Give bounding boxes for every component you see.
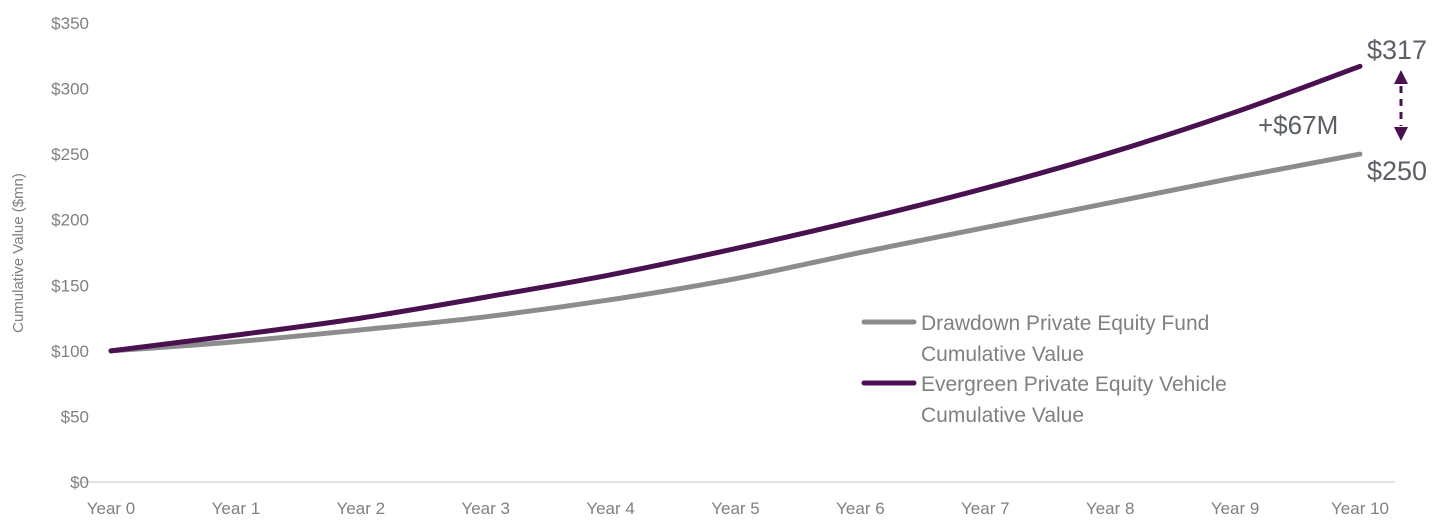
difference-arrow-down-head (1394, 127, 1408, 141)
y-tick-label: $150 (51, 276, 89, 295)
legend-label: Cumulative Value (921, 343, 1084, 366)
x-tick-label: Year 7 (961, 499, 1010, 518)
x-tick-label: Year 10 (1331, 499, 1389, 518)
difference-label: +$67M (1258, 110, 1338, 140)
evergreen-series-line (108, 63, 1363, 354)
y-tick-label: $250 (51, 145, 89, 164)
difference-arrow-up-head (1394, 70, 1408, 84)
drawdown-series-line (108, 151, 1363, 354)
legend-label: Evergreen Private Equity Vehicle (921, 373, 1227, 396)
x-tick-label: Year 8 (1086, 499, 1135, 518)
legend-label: Cumulative Value (921, 404, 1084, 427)
legend: Drawdown Private Equity Fund Cumulative V… (861, 312, 1227, 427)
drawdown-end-value-label: $250 (1367, 156, 1427, 186)
x-tick-label: Year 2 (337, 499, 386, 518)
y-tick-label: $300 (51, 80, 89, 99)
x-axis-tick-labels: Year 0 Year 1 Year 2 Year 3 Year 4 Year 5 Year… (87, 499, 1389, 518)
legend-item-drawdown: Drawdown Private Equity Fund Cumulative V… (861, 312, 1209, 366)
legend-label: Drawdown Private Equity Fund (921, 312, 1209, 335)
series-lines (108, 63, 1363, 354)
x-tick-label: Year 3 (461, 499, 510, 518)
x-tick-label: Year 5 (711, 499, 760, 518)
x-tick-label: Year 0 (87, 499, 136, 518)
legend-item-evergreen: Evergreen Private Equity Vehicle Cumulati… (861, 373, 1227, 427)
annotations: $317 $250 +$67M (1258, 35, 1427, 186)
evergreen-end-value-label: $317 (1367, 35, 1427, 65)
y-tick-label: $50 (61, 407, 89, 426)
x-tick-label: Year 1 (212, 499, 261, 518)
y-tick-label: $350 (51, 14, 89, 33)
y-tick-label: $200 (51, 211, 89, 230)
x-tick-label: Year 6 (836, 499, 885, 518)
y-axis-label: Cumulative Value ($mn) (10, 173, 27, 333)
y-tick-label: $100 (51, 342, 89, 361)
x-tick-label: Year 9 (1211, 499, 1260, 518)
y-tick-label: $0 (70, 473, 89, 492)
y-axis-tick-labels: $0 $50 $100 $150 $200 $250 $300 $350 (51, 14, 89, 492)
x-tick-label: Year 4 (586, 499, 635, 518)
